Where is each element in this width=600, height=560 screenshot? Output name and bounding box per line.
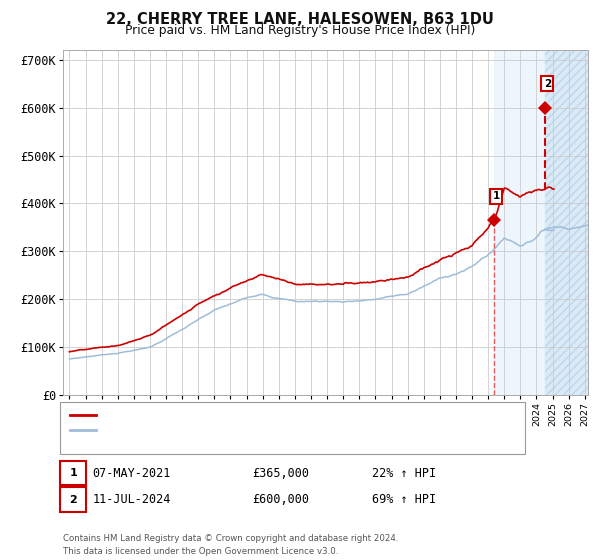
- Text: 22, CHERRY TREE LANE, HALESOWEN, B63 1DU (detached house): 22, CHERRY TREE LANE, HALESOWEN, B63 1DU…: [100, 410, 442, 420]
- Text: 22, CHERRY TREE LANE, HALESOWEN, B63 1DU: 22, CHERRY TREE LANE, HALESOWEN, B63 1DU: [106, 12, 494, 27]
- Text: 2: 2: [70, 494, 77, 505]
- Text: 2: 2: [544, 79, 551, 89]
- Text: Price paid vs. HM Land Registry's House Price Index (HPI): Price paid vs. HM Land Registry's House …: [125, 24, 475, 36]
- Text: 07-MAY-2021: 07-MAY-2021: [92, 466, 171, 480]
- Bar: [545, 50, 588, 395]
- Text: HPI: Average price, detached house, Dudley: HPI: Average price, detached house, Dudl…: [100, 426, 330, 435]
- Text: 11-JUL-2024: 11-JUL-2024: [92, 493, 171, 506]
- Text: 1: 1: [70, 468, 77, 478]
- Text: £600,000: £600,000: [252, 493, 309, 506]
- Text: 69% ↑ HPI: 69% ↑ HPI: [372, 493, 436, 506]
- Text: £365,000: £365,000: [252, 466, 309, 480]
- Text: Contains HM Land Registry data © Crown copyright and database right 2024.
This d: Contains HM Land Registry data © Crown c…: [63, 534, 398, 556]
- Text: 22% ↑ HPI: 22% ↑ HPI: [372, 466, 436, 480]
- Bar: [545, 50, 588, 395]
- Text: 1: 1: [493, 192, 500, 201]
- Bar: [494, 50, 545, 395]
